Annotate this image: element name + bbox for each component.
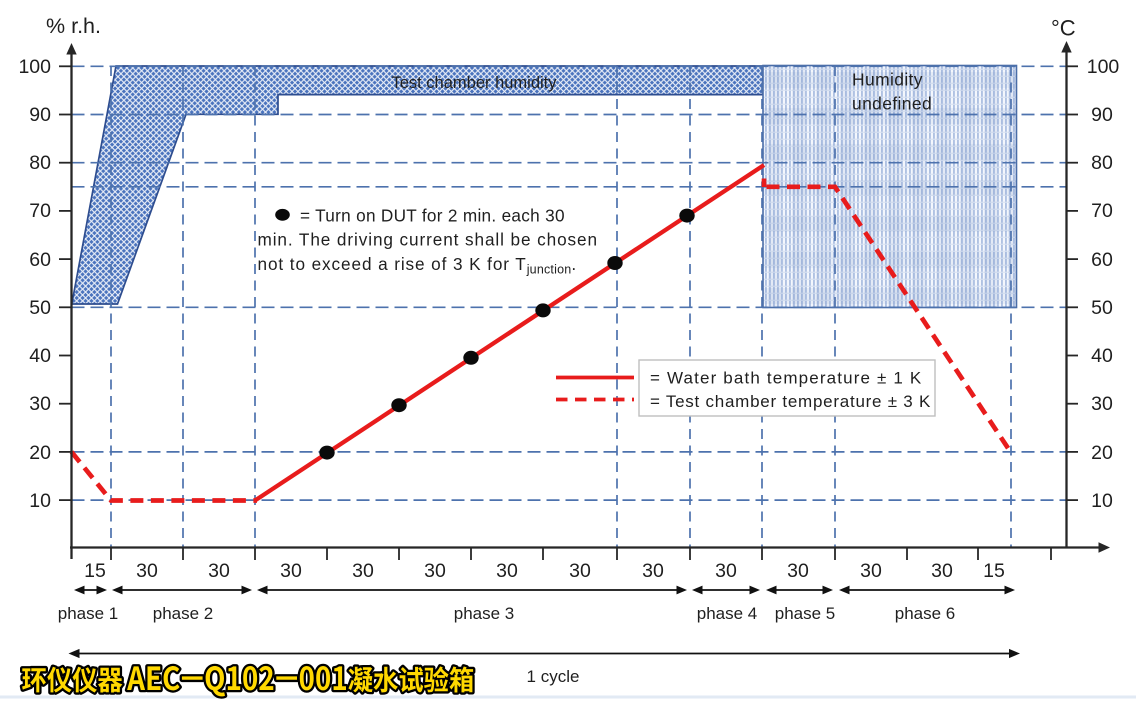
svg-text:30: 30 bbox=[569, 560, 591, 582]
svg-text:70: 70 bbox=[29, 200, 51, 222]
svg-text:50: 50 bbox=[1091, 297, 1113, 319]
svg-text:15: 15 bbox=[983, 560, 1005, 582]
svg-text:1 cycle: 1 cycle bbox=[527, 667, 580, 686]
svg-text:30: 30 bbox=[642, 560, 664, 582]
svg-text:30: 30 bbox=[29, 393, 51, 415]
svg-text:= Turn on DUT for 2 min. each: = Turn on DUT for 2 min. each 30 bbox=[300, 205, 565, 225]
svg-text:30: 30 bbox=[208, 560, 230, 582]
svg-text:30: 30 bbox=[136, 560, 158, 582]
svg-text:30: 30 bbox=[931, 560, 953, 582]
svg-text:°C: °C bbox=[1051, 16, 1076, 41]
svg-text:30: 30 bbox=[1091, 393, 1113, 415]
svg-text:20: 20 bbox=[1091, 442, 1113, 464]
svg-text:15: 15 bbox=[84, 560, 106, 582]
svg-text:phase 3: phase 3 bbox=[454, 604, 515, 623]
svg-text:50: 50 bbox=[29, 297, 51, 319]
svg-text:= Water bath temperature ± 1 K: = Water bath temperature ± 1 K bbox=[650, 369, 922, 388]
svg-text:phase 1: phase 1 bbox=[58, 604, 119, 623]
svg-text:40: 40 bbox=[1091, 345, 1113, 367]
svg-text:60: 60 bbox=[1091, 249, 1113, 271]
svg-text:10: 10 bbox=[1091, 490, 1113, 512]
svg-text:undefined: undefined bbox=[852, 93, 932, 113]
svg-text:100: 100 bbox=[1087, 56, 1120, 78]
svg-text:phase 6: phase 6 bbox=[895, 604, 956, 623]
svg-text:30: 30 bbox=[424, 560, 446, 582]
svg-text:80: 80 bbox=[1091, 152, 1113, 174]
svg-text:30: 30 bbox=[787, 560, 809, 582]
svg-text:100: 100 bbox=[18, 56, 51, 78]
svg-text:phase 4: phase 4 bbox=[697, 604, 758, 623]
svg-text:Test chamber humidity: Test chamber humidity bbox=[391, 74, 557, 92]
svg-text:not to exceed a rise of 3 K fo: not to exceed a rise of 3 K for Tjunctio… bbox=[258, 254, 578, 276]
svg-text:30: 30 bbox=[280, 560, 302, 582]
svg-text:40: 40 bbox=[29, 345, 51, 367]
svg-text:phase 5: phase 5 bbox=[775, 604, 836, 623]
svg-text:% r.h.: % r.h. bbox=[46, 14, 101, 38]
svg-text:80: 80 bbox=[29, 152, 51, 174]
svg-text:min. The driving current shall: min. The driving current shall be chosen bbox=[258, 230, 598, 250]
svg-text:30: 30 bbox=[352, 560, 374, 582]
svg-text:90: 90 bbox=[29, 104, 51, 126]
svg-text:30: 30 bbox=[496, 560, 518, 582]
svg-text:= Test chamber temperature ± 3: = Test chamber temperature ± 3 K bbox=[650, 392, 931, 411]
svg-text:90: 90 bbox=[1091, 104, 1113, 126]
svg-text:30: 30 bbox=[860, 560, 882, 582]
svg-text:30: 30 bbox=[715, 560, 737, 582]
svg-text:20: 20 bbox=[29, 442, 51, 464]
svg-text:phase 2: phase 2 bbox=[153, 604, 214, 623]
svg-text:60: 60 bbox=[29, 249, 51, 271]
svg-text:Humidity: Humidity bbox=[852, 70, 923, 90]
svg-text:10: 10 bbox=[29, 490, 51, 512]
svg-text:70: 70 bbox=[1091, 200, 1113, 222]
